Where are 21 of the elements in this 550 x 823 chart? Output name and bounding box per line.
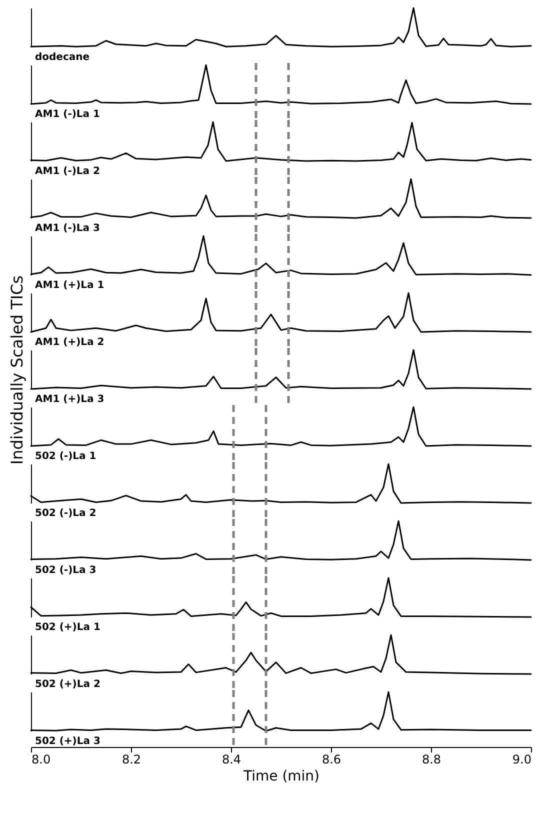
text: 502 (-)La 2 [35, 508, 96, 519]
text: 502 (+)La 2 [35, 679, 100, 690]
text: AM1 (-)La 1 [35, 109, 100, 120]
text: AM1 (+)La 2 [35, 337, 104, 348]
x-tick-label: 8.0 [32, 752, 51, 766]
x-axis-title: Time (min) [242, 768, 320, 784]
x-tick-label: 8.6 [322, 752, 342, 766]
x-tick-label: 8.2 [122, 752, 142, 766]
text: AM1 (+)La 1 [35, 280, 104, 291]
text: AM1 (-)La 2 [35, 166, 100, 177]
text: 502 (+)La 3 [35, 736, 100, 747]
text: 502 (-)La 3 [35, 565, 96, 576]
x-tick-label: 8.4 [222, 752, 242, 766]
text: dodecane [35, 52, 90, 63]
text: AM1 (-)La 3 [35, 223, 100, 234]
text: 502 (+)La 1 [35, 622, 100, 633]
x-tick-label: 8.8 [422, 752, 442, 766]
text: 502 (-)La 1 [35, 451, 96, 462]
y-axis-title: Individually Scaled TICs [8, 275, 26, 465]
x-tick-label: 9.0 [512, 752, 532, 766]
text: AM1 (+)La 3 [35, 394, 104, 405]
